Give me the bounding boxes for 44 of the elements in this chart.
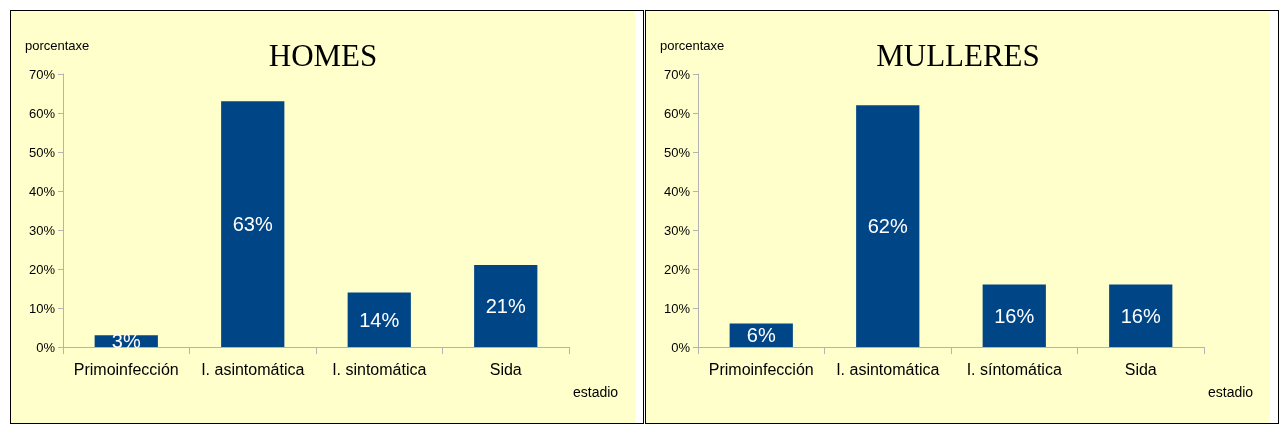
y-tick-label: 0%	[36, 339, 56, 355]
y-tick-label: 10%	[28, 300, 56, 316]
x-tick-label: Sida	[489, 360, 522, 378]
y-tick-label: 50%	[28, 144, 56, 160]
y-tick-label: 70%	[28, 66, 56, 82]
bar	[221, 101, 285, 347]
data-label: 63%	[232, 213, 273, 236]
y-tick-label: 30%	[663, 222, 691, 238]
data-label: 3%	[111, 330, 141, 353]
data-label: 14%	[359, 308, 400, 331]
bar	[856, 105, 920, 347]
y-tick-label: 40%	[663, 183, 691, 199]
data-label: 16%	[994, 304, 1035, 327]
x-tick-label: I. asintomática	[201, 360, 305, 378]
bar	[982, 284, 1046, 347]
x-tick-label: I. asintomática	[836, 360, 940, 378]
x-tick-label: Sida	[1124, 360, 1157, 378]
chart-title: HOMES	[268, 38, 378, 73]
y-tick-label: 70%	[663, 66, 691, 82]
y-tick-label: 60%	[663, 105, 691, 121]
y-axis-title: porcentaxe	[25, 38, 90, 53]
x-axis-title: estadio	[1208, 384, 1254, 400]
data-label: 16%	[1120, 304, 1161, 327]
data-label: 21%	[485, 295, 526, 318]
y-tick-label: 60%	[28, 105, 56, 121]
x-tick-label: I. sintomática	[332, 360, 427, 378]
data-label: 62%	[867, 215, 908, 238]
bar	[1109, 284, 1173, 347]
y-tick-label: 10%	[663, 300, 691, 316]
chart-title: MULLERES	[876, 38, 1040, 73]
y-tick-label: 50%	[663, 144, 691, 160]
y-tick-label: 30%	[28, 222, 56, 238]
x-tick-label: I. síntomática	[966, 360, 1062, 378]
data-label: 6%	[746, 324, 776, 347]
x-tick-label: Primoinfección	[708, 360, 814, 378]
y-tick-label: 20%	[28, 261, 56, 277]
x-axis-title: estadio	[573, 384, 619, 400]
y-tick-label: 0%	[671, 339, 691, 355]
y-tick-label: 20%	[663, 261, 691, 277]
bar	[347, 292, 411, 347]
bar	[474, 265, 538, 347]
y-axis-title: porcentaxe	[660, 38, 725, 53]
x-tick-label: Primoinfección	[73, 360, 179, 378]
y-tick-label: 40%	[28, 183, 56, 199]
